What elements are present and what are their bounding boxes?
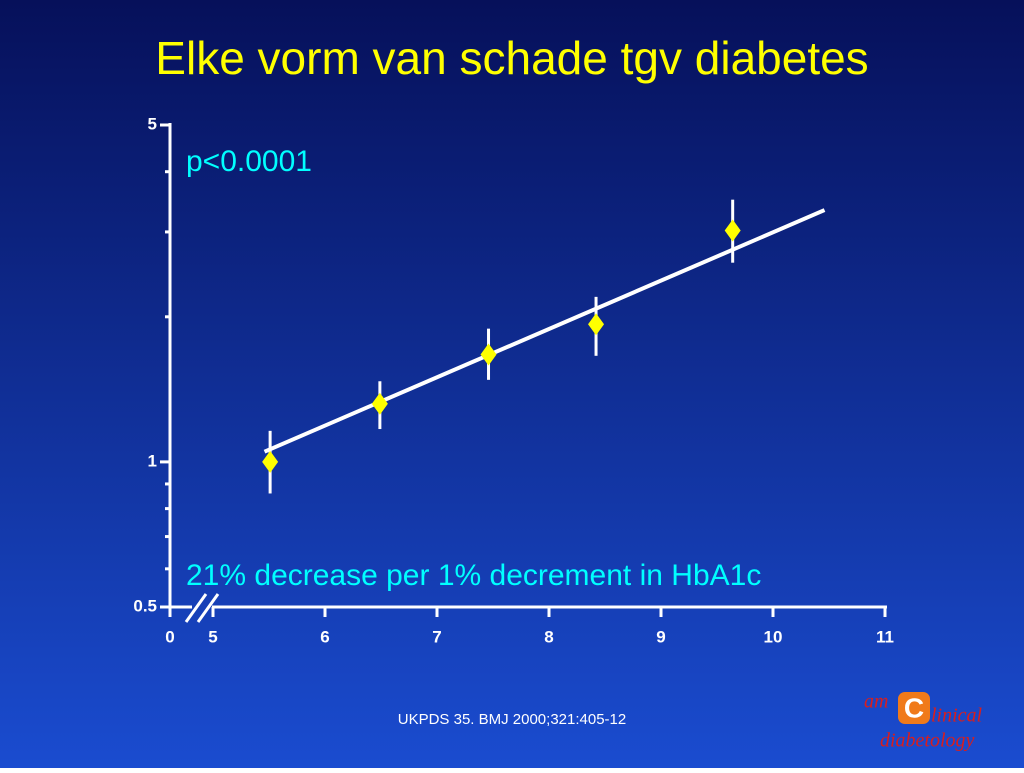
x-tick-label: 7 <box>432 627 441 646</box>
logo-box <box>898 692 930 724</box>
point <box>371 392 388 415</box>
point <box>588 313 605 336</box>
logo: am C linical diabetology <box>864 691 983 752</box>
x-tick-label: 10 <box>764 627 783 646</box>
axis-break <box>184 593 208 623</box>
point <box>262 450 279 473</box>
chart-title: Elke vorm van schade tgv diabetes <box>155 32 868 84</box>
x-tick-label: 8 <box>544 627 553 646</box>
point <box>480 343 497 366</box>
x-tick-label: 5 <box>208 627 217 646</box>
axis-break <box>196 593 220 623</box>
point <box>724 219 741 242</box>
source: UKPDS 35. BMJ 2000;321:405-12 <box>398 711 626 728</box>
x-tick-label: 9 <box>656 627 665 646</box>
logo-text: am <box>864 691 888 713</box>
logo-text: linical <box>931 705 983 727</box>
x-tick-label: 11 <box>876 627 894 646</box>
annotation: 21% decrease per 1% decrement in HbA1c <box>186 559 761 592</box>
y-tick-label: 5 <box>148 114 157 133</box>
annotation: p<0.0001 <box>186 145 312 178</box>
y-tick-label: 1 <box>148 451 157 470</box>
logo-letter: C <box>904 692 924 723</box>
logo-text: diabetology <box>880 730 975 752</box>
y-tick-label: 0.5 <box>133 596 157 615</box>
x-tick-label: 6 <box>320 627 329 646</box>
x-tick-label: 0 <box>165 627 174 646</box>
